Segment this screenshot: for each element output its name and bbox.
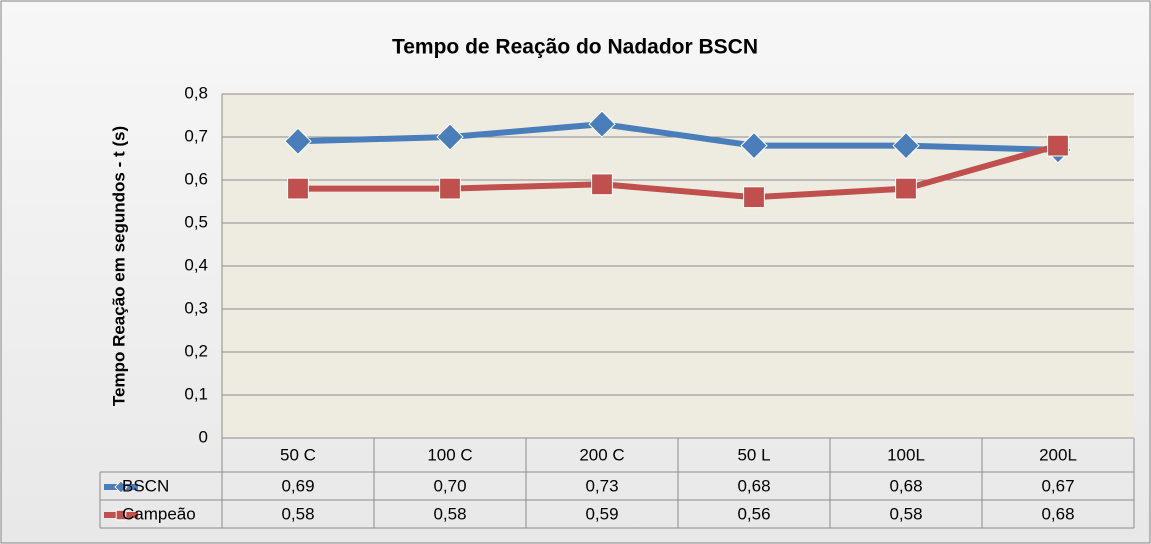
- table-value: 0,70: [433, 476, 466, 495]
- marker: [439, 177, 461, 200]
- y-tick-label: 0,8: [184, 83, 208, 102]
- x-tick-label: 200 C: [579, 445, 624, 464]
- marker: [287, 177, 309, 200]
- x-tick-label: 200L: [1039, 445, 1077, 464]
- table-value: 0,68: [1041, 504, 1074, 523]
- y-tick-label: 0,6: [184, 169, 208, 188]
- marker: [591, 173, 613, 196]
- x-tick-label: 50 C: [280, 445, 316, 464]
- marker: [740, 131, 768, 160]
- table-value: 0,58: [281, 504, 314, 523]
- marker: [588, 110, 616, 138]
- y-tick-label: 0,7: [184, 126, 208, 145]
- x-tick-label: 50 L: [737, 445, 770, 464]
- y-axis-label: Tempo Reação em segundos - t (s): [109, 126, 128, 406]
- marker: [436, 123, 464, 151]
- legend-marker: [115, 509, 127, 521]
- y-tick-label: 0,3: [184, 298, 208, 317]
- marker: [743, 186, 765, 209]
- table-value: 0,59: [585, 504, 618, 523]
- table-value: 0,69: [281, 476, 314, 495]
- y-tick-label: 0,1: [184, 384, 208, 403]
- marker: [284, 127, 312, 156]
- table-value: 0,58: [433, 504, 466, 523]
- legend-label: BSCN: [122, 476, 169, 495]
- marker: [1047, 134, 1069, 157]
- y-tick-label: 0: [199, 427, 208, 446]
- table-value: 0,58: [889, 504, 922, 523]
- table-value: 0,68: [889, 476, 922, 495]
- x-tick-label: 100 C: [427, 445, 472, 464]
- table-value: 0,56: [737, 504, 770, 523]
- legend-label: Campeão: [122, 504, 196, 523]
- table-value: 0,67: [1041, 476, 1074, 495]
- y-tick-label: 0,4: [184, 255, 208, 274]
- marker: [892, 131, 920, 160]
- legend-marker: [114, 480, 128, 494]
- marker: [895, 177, 917, 200]
- y-tick-label: 0,2: [184, 341, 208, 360]
- series-line: [297, 121, 1059, 153]
- series-line: [298, 142, 1059, 201]
- x-tick-label: 100L: [887, 445, 925, 464]
- chart-title: Tempo de Reação do Nadador BSCN: [392, 36, 758, 59]
- y-tick-label: 0,5: [184, 212, 208, 231]
- table-value: 0,68: [737, 476, 770, 495]
- table-value: 0,73: [585, 476, 618, 495]
